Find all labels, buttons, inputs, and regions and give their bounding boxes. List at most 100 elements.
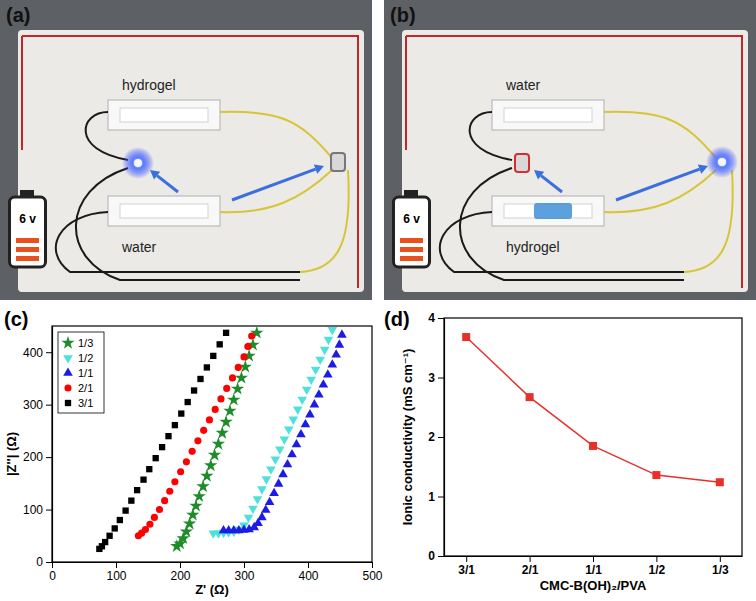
tick-mark [656, 556, 657, 562]
wire [86, 112, 128, 160]
point [296, 429, 306, 437]
panel-label: (c) [4, 308, 28, 330]
tick-mark [180, 562, 181, 568]
tick: 4 [428, 311, 444, 325]
series [135, 332, 255, 539]
point [315, 357, 325, 365]
point [112, 525, 118, 531]
point [212, 437, 225, 450]
point [320, 347, 330, 355]
photo-panel: waterhydrogel6 v(b) [384, 0, 756, 300]
battery-body [10, 197, 46, 267]
point [165, 433, 171, 439]
tick-mark [372, 562, 373, 568]
axis-title: CMC-B(OH)₂/PVA [540, 578, 647, 593]
axis: 01234 [428, 311, 444, 563]
axis: 0100200300400500 [49, 562, 383, 583]
tick: 0 [428, 549, 444, 563]
legend-label: 1/1 [78, 367, 93, 379]
tick-mark [438, 437, 444, 438]
legend-label: 1/2 [78, 352, 93, 364]
point [275, 446, 285, 454]
point [223, 385, 230, 392]
point [284, 427, 294, 435]
arrow-head [150, 170, 160, 179]
legend-box [58, 332, 104, 413]
board [402, 30, 748, 292]
arrow [541, 176, 562, 192]
point [235, 364, 242, 371]
point [310, 399, 320, 407]
point [140, 477, 146, 483]
axis: 3/12/11/11/21/3 [445, 556, 743, 577]
photo-panel: hydrogelwater6 v(a) [0, 0, 372, 300]
cell [108, 196, 220, 226]
point [128, 497, 134, 503]
tick-mark [52, 562, 53, 568]
photo-background [0, 0, 372, 300]
point [331, 349, 341, 357]
series [170, 326, 263, 552]
point [314, 389, 324, 397]
point [200, 427, 207, 434]
photo-background [384, 0, 756, 300]
point [177, 468, 184, 475]
point [248, 506, 258, 514]
tick: 0 [36, 555, 52, 569]
legend: 1/31/21/12/13/1 [58, 332, 104, 413]
point [117, 517, 123, 523]
point [178, 410, 184, 416]
tick-mark [308, 562, 309, 568]
wire [300, 170, 349, 272]
led-lit [706, 146, 738, 178]
battery-body [394, 197, 430, 267]
point [153, 455, 159, 461]
point [146, 521, 153, 528]
point [306, 377, 316, 385]
tick-label: 1/2 [649, 563, 666, 577]
wire [470, 112, 512, 160]
tick-mark [530, 556, 531, 562]
point [253, 496, 263, 504]
tick-label: 200 [23, 450, 43, 464]
background [0, 0, 756, 601]
plot-frame [444, 318, 742, 556]
tick-mark [46, 405, 52, 406]
legend-label: 1/3 [78, 337, 93, 349]
point [278, 469, 288, 477]
point [244, 515, 254, 523]
point [229, 374, 236, 381]
legend-label: 2/1 [78, 382, 93, 394]
marker [716, 478, 724, 486]
point [297, 397, 307, 405]
wire [604, 170, 716, 212]
tick-label: 3 [428, 371, 435, 385]
point [271, 456, 281, 464]
point [185, 399, 191, 405]
cell-slot [120, 108, 208, 122]
tick: 400 [23, 346, 52, 360]
battery: 6 v [10, 190, 46, 267]
tick-label: 400 [23, 346, 43, 360]
led-core [718, 158, 726, 166]
arrow-head [314, 164, 324, 173]
point [134, 487, 140, 493]
tick-mark [46, 457, 52, 458]
tick-label: 3/1 [458, 563, 475, 577]
point [161, 497, 168, 504]
point [261, 505, 271, 513]
point [159, 444, 165, 450]
tick: 2 [428, 430, 444, 444]
tick: 1/1 [585, 556, 602, 577]
cell-label: hydrogel [506, 239, 560, 255]
axis: 0100200300400 [23, 327, 53, 570]
point [292, 439, 302, 447]
legend-marker [63, 355, 73, 363]
point [257, 512, 267, 520]
battery-bar [16, 256, 39, 261]
point [219, 415, 232, 428]
battery-label: 6 v [19, 212, 36, 226]
cell [492, 196, 604, 226]
point [208, 448, 221, 461]
axis-line [53, 562, 373, 563]
